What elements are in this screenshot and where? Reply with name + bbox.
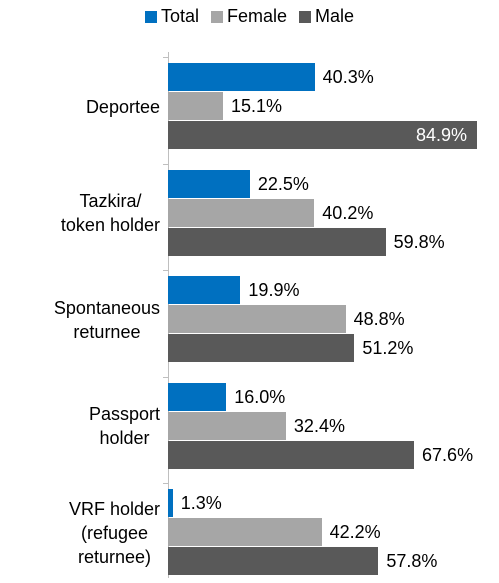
data-label: 51.2% [362,338,414,358]
legend-swatch [210,10,223,23]
data-label: 57.8% [386,551,438,571]
bar [168,518,322,546]
legend-swatch [299,10,312,23]
bar [168,440,415,469]
category-label: VRF holder (refugee returnee) [68,498,160,567]
bar [168,63,315,91]
bar [168,382,227,411]
data-label: 32.4% [293,415,345,436]
data-label: 40.3% [322,67,374,87]
data-label: 59.8% [393,231,445,252]
legend-item: Male [299,6,354,27]
legend-item: Total [144,6,199,27]
bar [168,92,223,120]
bar [168,305,346,333]
axis-tick [163,483,169,484]
axis-tick [163,270,169,271]
legend-label: Total [160,6,199,26]
category-label: Spontaneous returnee [53,297,160,342]
bar [168,334,355,362]
data-label: 16.0% [234,386,286,407]
axis-tick [163,163,169,165]
category-label: Tazkira/ token holder [60,191,160,235]
data-label: 42.2% [329,522,381,542]
axis-tick [163,376,169,378]
legend-item: Female [210,6,288,27]
legend-swatch [144,10,157,23]
bar [168,198,315,227]
bar [168,227,386,256]
data-label: 84.9% [416,125,468,145]
legend-label: Male [315,6,355,26]
data-label: 15.1% [230,96,282,116]
category-label: Passport holder [88,404,160,448]
bar [168,489,173,517]
data-label: 22.5% [257,173,309,194]
data-label: 1.3% [180,493,222,513]
bar [168,121,477,149]
bar [168,276,241,304]
data-label: 48.8% [353,309,405,329]
data-label: 40.2% [322,202,374,223]
bar [168,169,250,198]
bar [168,547,379,575]
legend-label: Female [226,6,288,26]
category-label: Deportee [85,96,160,117]
data-label: 19.9% [248,280,300,300]
bar [168,411,286,440]
legend: Total Female Male [0,6,499,27]
axis-tick [163,57,169,58]
data-label: 67.6% [422,444,474,465]
